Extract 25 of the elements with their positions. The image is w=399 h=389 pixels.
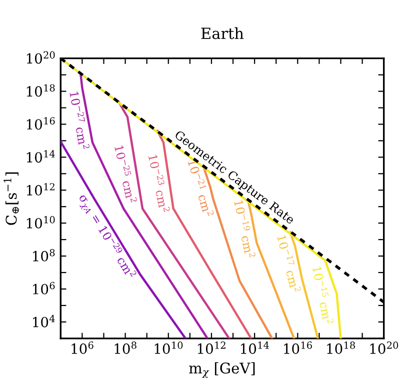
chart-title: Earth <box>201 27 244 40</box>
text: 10$^{−25}$ cm$^{2}$ <box>114 144 138 204</box>
x-tick-label: 10$^{18}$ <box>327 341 355 354</box>
text: 10$^{−23}$ cm$^{2}$ <box>148 154 170 213</box>
x-tick-label: 10$^{8}$ <box>114 341 136 354</box>
y-axis-title: C$_{⊕}$[s$^{−1}$] <box>4 172 19 225</box>
x-tick-label: 10$^{20}$ <box>370 341 398 354</box>
y-tick-label: 10$^{18}$ <box>26 84 55 97</box>
x-tick-label: 10$^{14}$ <box>240 341 269 354</box>
y-tick-label: 10$^{6}$ <box>33 282 55 294</box>
y-tick-label: 10$^{12}$ <box>26 183 54 196</box>
x-axis-title: m$_{χ}$ [GeV] <box>189 362 255 378</box>
y-tick-label: 10$^{10}$ <box>26 216 55 228</box>
x-tick-label: 10$^{12}$ <box>198 341 226 354</box>
x-tick-label: 10$^{6}$ <box>72 341 94 354</box>
x-tick-label: 10$^{10}$ <box>154 341 183 354</box>
y-tick-label: 10$^{8}$ <box>33 248 55 262</box>
y-tick-label: 10$^{14}$ <box>26 150 55 163</box>
y-tick-label: 10$^{20}$ <box>26 51 55 64</box>
text: 10$^{−17}$ cm$^{2}$ <box>276 234 302 293</box>
y-tick-label: 10$^{16}$ <box>26 117 55 130</box>
text: 10$^{−27}$ cm$^{2}$ <box>70 91 90 150</box>
text: 10$^{−15}$ cm$^{2}$ <box>312 266 334 325</box>
x-tick-label: 10$^{16}$ <box>284 341 312 354</box>
y-tick-label: 10$^{4}$ <box>33 314 55 328</box>
